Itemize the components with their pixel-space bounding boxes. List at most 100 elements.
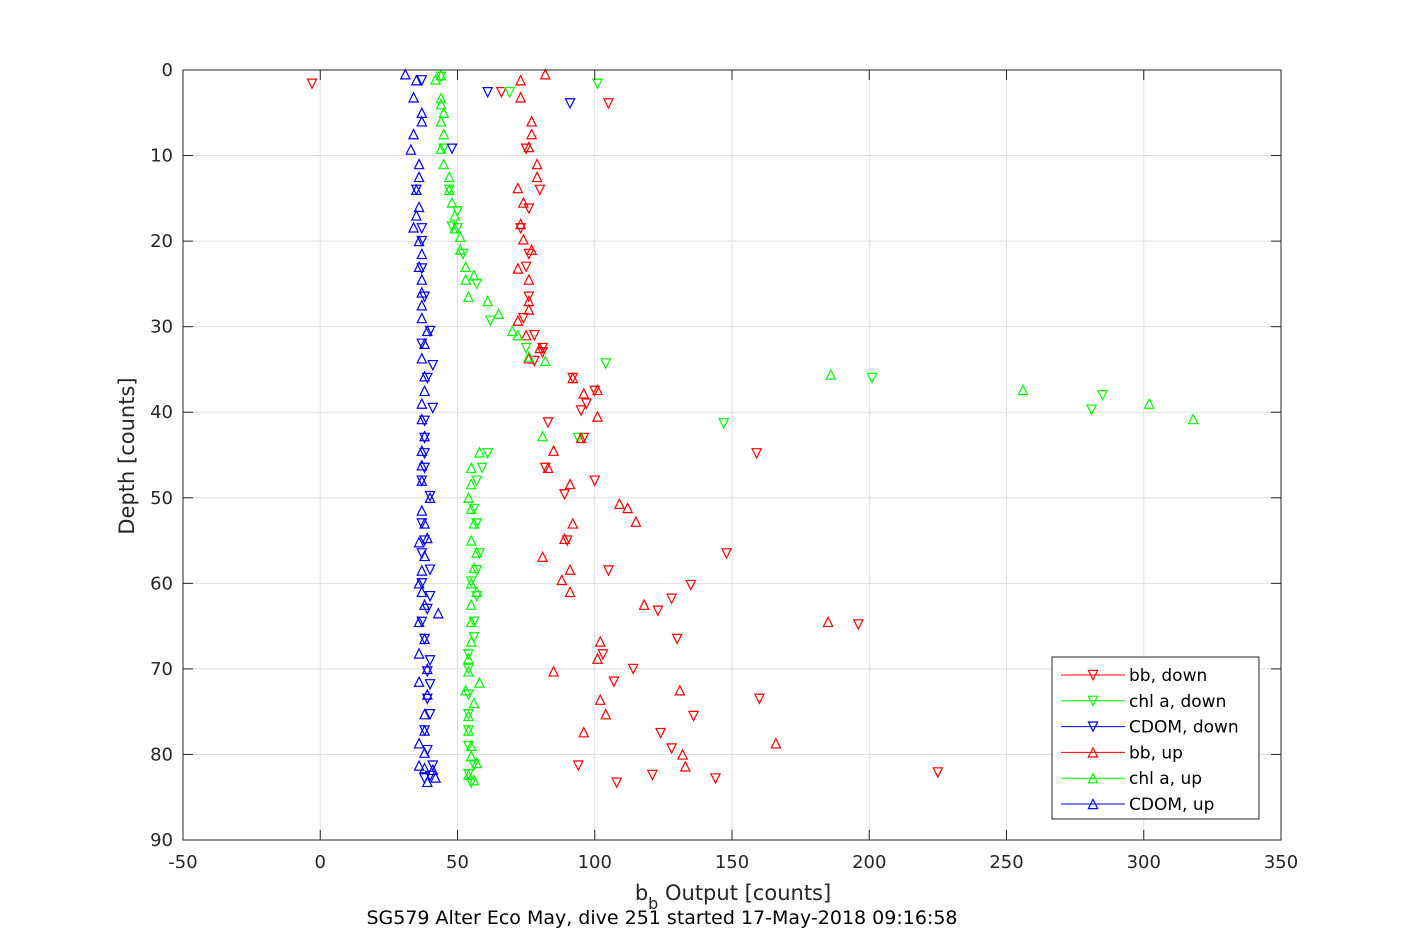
data-point bbox=[413, 675, 425, 687]
data-point bbox=[429, 771, 442, 783]
data-point bbox=[418, 370, 431, 382]
data-point bbox=[424, 655, 436, 667]
data-point bbox=[424, 325, 436, 337]
data-point bbox=[418, 762, 431, 774]
data-point bbox=[418, 598, 431, 610]
data-point bbox=[416, 223, 428, 235]
data-point bbox=[512, 262, 524, 274]
y-tick-label: 20 bbox=[150, 231, 173, 252]
data-point bbox=[446, 143, 458, 155]
data-point bbox=[523, 350, 535, 362]
data-point bbox=[718, 418, 730, 430]
data-point bbox=[421, 775, 433, 788]
data-point bbox=[416, 518, 428, 530]
data-point bbox=[685, 579, 697, 591]
data-point bbox=[523, 352, 535, 364]
data-point bbox=[471, 585, 483, 598]
data-point bbox=[416, 352, 428, 364]
data-point bbox=[932, 767, 944, 779]
grid-lines bbox=[183, 70, 1281, 840]
data-point bbox=[424, 679, 436, 691]
data-point bbox=[432, 607, 444, 619]
data-point bbox=[405, 143, 417, 155]
data-point bbox=[416, 338, 428, 350]
data-point bbox=[465, 635, 477, 647]
data-point bbox=[416, 459, 428, 471]
data-point bbox=[438, 143, 450, 155]
y-tick-label: 10 bbox=[150, 146, 173, 167]
data-point bbox=[666, 743, 678, 755]
data-point bbox=[471, 518, 483, 530]
data-point bbox=[413, 536, 425, 548]
data-point bbox=[534, 184, 546, 196]
data-point bbox=[531, 171, 543, 183]
data-point bbox=[427, 402, 439, 414]
data-point bbox=[418, 708, 431, 720]
data-point bbox=[471, 278, 483, 290]
data-point bbox=[438, 128, 450, 140]
data-point bbox=[462, 663, 475, 675]
data-point bbox=[449, 209, 461, 221]
data-point bbox=[410, 183, 422, 195]
x-tick-label: -50 bbox=[168, 852, 197, 873]
data-point bbox=[446, 196, 458, 208]
data-point bbox=[482, 87, 494, 99]
data-point bbox=[578, 432, 590, 444]
data-point bbox=[462, 769, 475, 781]
data-point bbox=[416, 286, 428, 298]
data-point bbox=[460, 273, 472, 285]
data-point bbox=[866, 372, 878, 384]
data-point bbox=[709, 773, 722, 785]
data-point bbox=[539, 354, 551, 367]
data-point bbox=[462, 665, 475, 677]
data-point bbox=[627, 663, 639, 675]
x-axis-label: bb Output [counts] bbox=[635, 881, 831, 913]
data-point bbox=[418, 432, 431, 444]
data-point bbox=[594, 693, 606, 705]
data-point bbox=[468, 697, 480, 709]
data-point bbox=[454, 230, 466, 243]
data-point bbox=[421, 372, 433, 384]
data-point bbox=[567, 372, 579, 384]
data-point bbox=[515, 74, 527, 86]
data-point bbox=[580, 398, 593, 410]
data-point bbox=[413, 577, 425, 589]
x-tick-label: 300 bbox=[1127, 852, 1161, 873]
data-point bbox=[424, 491, 436, 503]
data-point bbox=[416, 616, 428, 628]
data-point bbox=[465, 461, 477, 474]
data-point bbox=[435, 92, 447, 104]
data-point bbox=[597, 649, 609, 661]
data-point bbox=[462, 290, 475, 302]
data-point bbox=[622, 502, 634, 514]
data-point bbox=[416, 263, 428, 275]
x-tick-label: 150 bbox=[715, 852, 749, 873]
data-point bbox=[410, 209, 422, 221]
data-point bbox=[416, 397, 428, 409]
data-point bbox=[462, 491, 475, 503]
data-point bbox=[413, 260, 425, 272]
data-point bbox=[638, 598, 650, 610]
data-point bbox=[427, 763, 439, 776]
data-point bbox=[600, 358, 612, 370]
figure-caption: SG579 Alter Eco May, dive 251 started 17… bbox=[366, 907, 957, 929]
data-point bbox=[564, 98, 576, 110]
y-tick-label: 60 bbox=[150, 573, 173, 594]
data-point bbox=[424, 709, 436, 721]
data-point bbox=[504, 87, 516, 99]
data-point bbox=[674, 684, 686, 696]
data-point bbox=[520, 143, 532, 155]
y-tick-label: 50 bbox=[150, 488, 173, 509]
data-point bbox=[416, 578, 428, 590]
x-tick-label: 50 bbox=[446, 852, 469, 873]
data-point bbox=[416, 299, 428, 311]
data-point bbox=[575, 431, 587, 444]
data-point bbox=[1086, 404, 1098, 416]
data-point bbox=[424, 490, 436, 503]
data-point bbox=[416, 444, 428, 456]
data-point bbox=[416, 504, 428, 516]
data-point bbox=[435, 71, 447, 83]
data-point bbox=[462, 649, 475, 661]
data-point bbox=[424, 590, 436, 603]
data-point bbox=[520, 342, 532, 354]
